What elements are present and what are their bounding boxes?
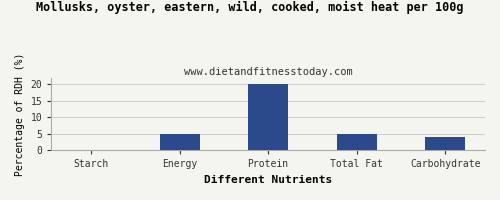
Text: Mollusks, oyster, eastern, wild, cooked, moist heat per 100g: Mollusks, oyster, eastern, wild, cooked,… [36,1,464,14]
Bar [160,134,200,150]
Bar [337,134,376,150]
Bar [426,137,466,150]
X-axis label: Different Nutrients: Different Nutrients [204,175,332,185]
Bar [248,84,288,150]
Title: www.dietandfitnesstoday.com: www.dietandfitnesstoday.com [184,67,352,77]
Y-axis label: Percentage of RDH (%): Percentage of RDH (%) [15,52,25,176]
